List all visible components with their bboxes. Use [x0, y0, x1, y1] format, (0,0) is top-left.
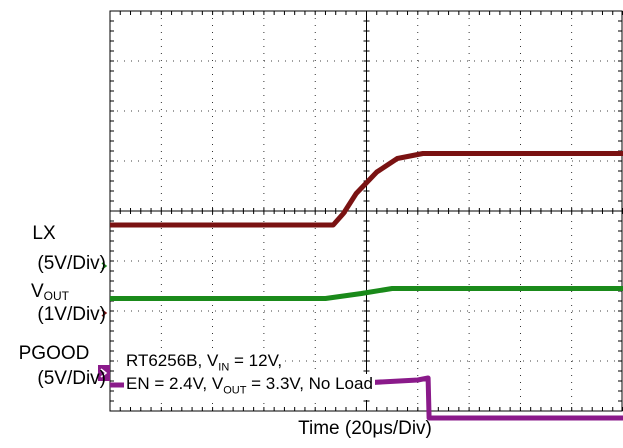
note2-part-sub: OUT	[223, 384, 247, 397]
lx-channel-label: LX	[32, 223, 56, 244]
pgood-marker-arrow	[100, 368, 108, 378]
note1-part-sub: IN	[218, 361, 230, 374]
plot-grid	[109, 10, 623, 412]
trace-en	[110, 151, 623, 228]
vout-scale-label: (1V/Div)	[37, 304, 106, 325]
pgood-channel-label: PGOOD	[18, 343, 90, 364]
vout-label-sub: OUT	[43, 289, 70, 303]
note1-part-c: = 12V,	[229, 351, 283, 370]
note1-part-a: RT6256B, V	[126, 351, 219, 370]
test-condition-line-1: RT6256B, VIN = 12V,	[124, 351, 285, 378]
pgood-scale-label: (5V/Div)	[37, 368, 106, 389]
x-axis-label: Time (20μs/Div)	[298, 418, 432, 439]
note2-part-c: = 3.3V, No Load	[246, 374, 373, 393]
lx-ground-marker	[101, 262, 108, 270]
vout-channel-label: VOUT	[14, 281, 86, 304]
test-condition-line-2: EN = 2.4V, VOUT = 3.3V, No Load	[124, 374, 375, 401]
note2-part-a: EN = 2.4V, V	[126, 374, 224, 393]
vout-label-main: V	[30, 281, 44, 302]
channel-markers	[98, 262, 110, 381]
lx-scale-label: (5V/Div)	[37, 253, 106, 274]
trace-lx	[110, 286, 623, 301]
vout-ground-marker	[101, 309, 108, 317]
